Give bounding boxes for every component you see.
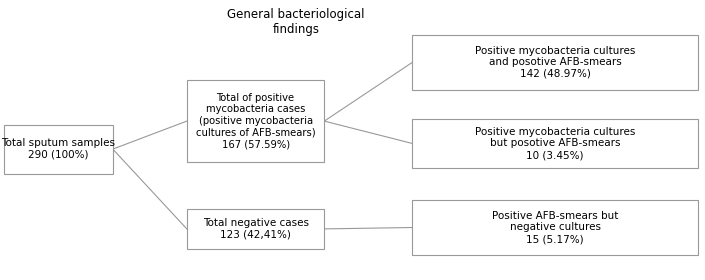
Text: Total negative cases
123 (42,41%): Total negative cases 123 (42,41%)	[202, 218, 309, 240]
Text: Total of positive
mycobacteria cases
(positive mycobacteria
cultures of AFB-smea: Total of positive mycobacteria cases (po…	[196, 93, 315, 149]
FancyBboxPatch shape	[187, 209, 324, 249]
Text: Total sputum samples
290 (100%): Total sputum samples 290 (100%)	[1, 138, 115, 160]
Text: Positive mycobacteria cultures
but posotive AFB-smears
10 (3.45%): Positive mycobacteria cultures but posot…	[475, 127, 635, 160]
FancyBboxPatch shape	[412, 35, 698, 90]
Text: Positive AFB-smears but
negative cultures
15 (5.17%): Positive AFB-smears but negative culture…	[492, 211, 618, 244]
FancyBboxPatch shape	[4, 125, 113, 174]
FancyBboxPatch shape	[187, 80, 324, 162]
Text: General bacteriological
findings: General bacteriological findings	[227, 8, 365, 36]
Text: Positive mycobacteria cultures
and posotive AFB-smears
142 (48.97%): Positive mycobacteria cultures and posot…	[475, 46, 635, 79]
FancyBboxPatch shape	[412, 200, 698, 255]
FancyBboxPatch shape	[412, 119, 698, 168]
